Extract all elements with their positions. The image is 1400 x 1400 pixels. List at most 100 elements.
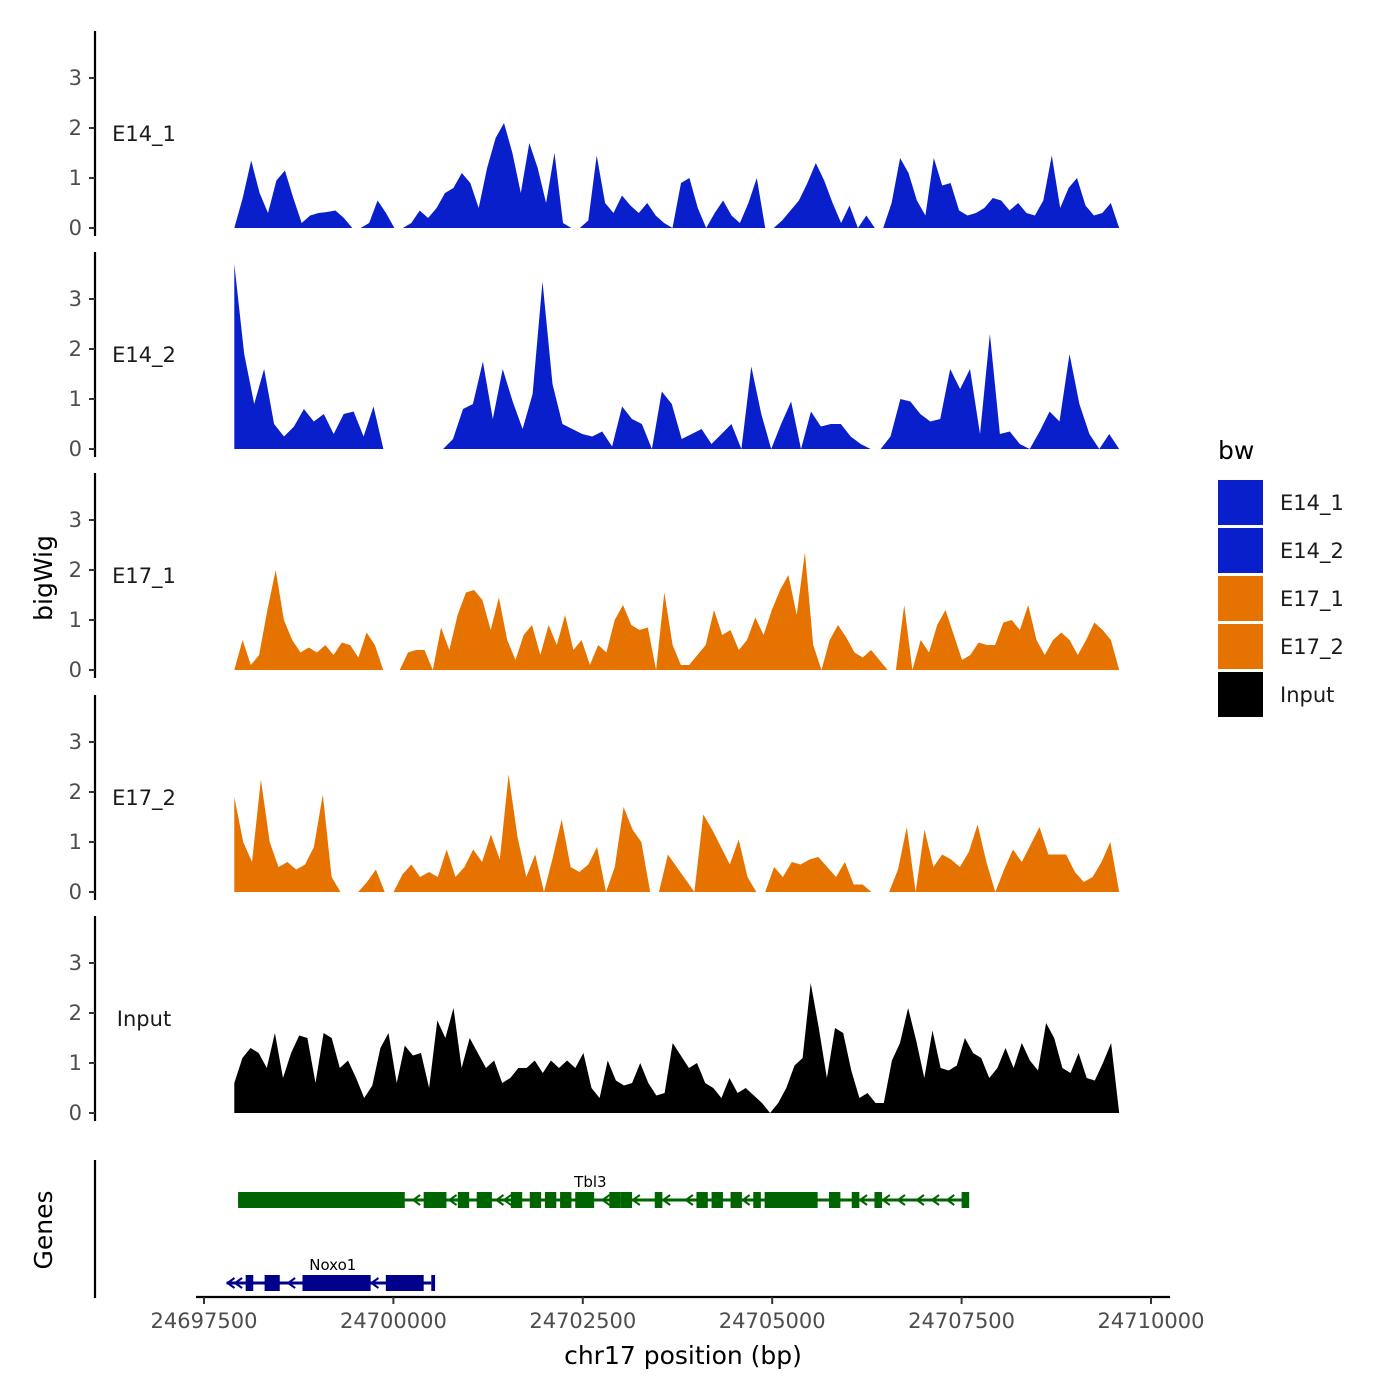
exon [730,1192,742,1208]
y-tick-label: 3 [69,730,82,754]
exon [302,1275,371,1291]
strand-arrow [411,1194,421,1206]
exon [529,1192,542,1208]
exon [609,1192,621,1208]
exon [696,1192,708,1208]
track-E14_2: 0 1 2 3 E14_2 [69,252,1120,461]
track-label-E17_1: E17_1 [112,564,176,589]
strand-arrow [945,1194,955,1206]
exon [245,1275,254,1291]
y-tick-label: 1 [69,387,82,411]
strand-arrow [631,1194,641,1206]
exon [385,1275,424,1291]
y-tick-label: 2 [69,337,82,361]
x-axis-title: chr17 position (bp) [564,1341,802,1370]
y-tick-label: 3 [69,287,82,311]
strand-arrow [930,1194,940,1206]
gene-Tbl3: Tbl3 [238,1173,970,1208]
genes-axis-title: Genes [29,1190,58,1269]
legend-label-E14_2: E14_2 [1280,539,1344,564]
strand-arrow [896,1194,906,1206]
strand-arrow [502,1194,512,1206]
strand-arrow [426,1194,436,1206]
y-tick-label: 0 [69,1101,82,1125]
exon [560,1192,572,1208]
legend-label-Input: Input [1280,683,1334,707]
y-tick-label: 1 [69,830,82,854]
y-tick-label: 2 [69,780,82,804]
y-tick-label: 0 [69,437,82,461]
x-tick-label: 24697500 [151,1309,258,1333]
y-tick-label: 0 [69,880,82,904]
x-tick-label: 24705000 [719,1309,826,1333]
exon [764,1192,818,1208]
exon [423,1192,447,1208]
signal-area-E17_1 [234,552,1120,670]
legend-label-E17_2: E17_2 [1280,635,1344,660]
gene-label-Tbl3: Tbl3 [573,1173,606,1191]
track-label-E17_2: E17_2 [112,786,176,811]
exon [457,1192,470,1208]
track-label-Input: Input [117,1007,171,1031]
exon [575,1192,595,1208]
track-Input: 0 1 2 3 Input [69,916,1120,1125]
exon [238,1192,405,1208]
gene-label-Noxo1: Noxo1 [309,1256,356,1274]
legend-label-E17_1: E17_1 [1280,587,1344,612]
strand-arrow [858,1194,868,1206]
x-tick-label: 24710000 [1098,1309,1205,1333]
exon [264,1275,280,1291]
y-tick-label: 3 [69,66,82,90]
strand-arrow [369,1277,380,1289]
track-panels: 0 1 2 3 E14_1 0 1 2 3 E14_2 0 1 2 3 E17_1 0 1 2 3 E17_2 0 1 2 3… [69,31,1120,1125]
strand-arrow [661,1194,671,1206]
x-axis: 24697500 24700000 24702500 24705000 24707500… [151,1295,1205,1333]
strand-arrow [494,1194,505,1206]
strand-arrow [740,1194,751,1206]
strand-arrow [233,1277,243,1289]
y-tick-label: 3 [69,951,82,975]
signal-area-E17_2 [234,774,1120,892]
genes-panel: Tbl3 Noxo1 [93,1160,970,1298]
y-tick-label: 2 [69,558,82,582]
y-tick-label: 0 [69,216,82,240]
y-tick-label: 3 [69,508,82,532]
x-tick-label: 24707500 [908,1309,1015,1333]
y-tick-label: 2 [69,1001,82,1025]
strand-arrow [225,1277,236,1289]
strand-arrow [915,1194,925,1206]
exon [654,1192,663,1208]
legend-swatch-E14_1 [1218,480,1263,525]
legend-swatch-E14_2 [1218,528,1263,573]
legend-label-E14_1: E14_1 [1280,491,1344,516]
legend: bw E14_1 E14_2 E17_1 E17_2 Input [1218,436,1344,717]
strand-arrow [684,1194,694,1206]
legend-title: bw [1218,436,1254,465]
track-label-E14_2: E14_2 [112,343,176,368]
y-tick-label: 1 [69,1051,82,1075]
strand-arrow [600,1194,611,1206]
exon [753,1192,761,1208]
x-tick-label: 24700000 [340,1309,447,1333]
signal-area-E14_1 [234,123,1120,228]
signal-area-Input [234,983,1120,1113]
gene-Noxo1: Noxo1 [225,1256,436,1291]
legend-swatch-Input [1218,672,1263,717]
exon [874,1192,883,1208]
exon [544,1192,557,1208]
exon [510,1192,523,1208]
legend-swatch-E17_1 [1218,576,1263,621]
track-E14_1: 0 1 2 3 E14_1 [69,31,1120,240]
signal-area-E14_2 [234,264,1120,449]
exon [431,1275,436,1291]
legend-swatch-E17_2 [1218,624,1263,669]
strand-arrow [286,1277,296,1289]
y-axis-title: bigWig [29,535,58,621]
exon [476,1192,492,1208]
y-tick-label: 2 [69,116,82,140]
track-label-E14_1: E14_1 [112,122,176,147]
exon [620,1192,633,1208]
y-tick-label: 1 [69,166,82,190]
strand-arrow [881,1194,891,1206]
